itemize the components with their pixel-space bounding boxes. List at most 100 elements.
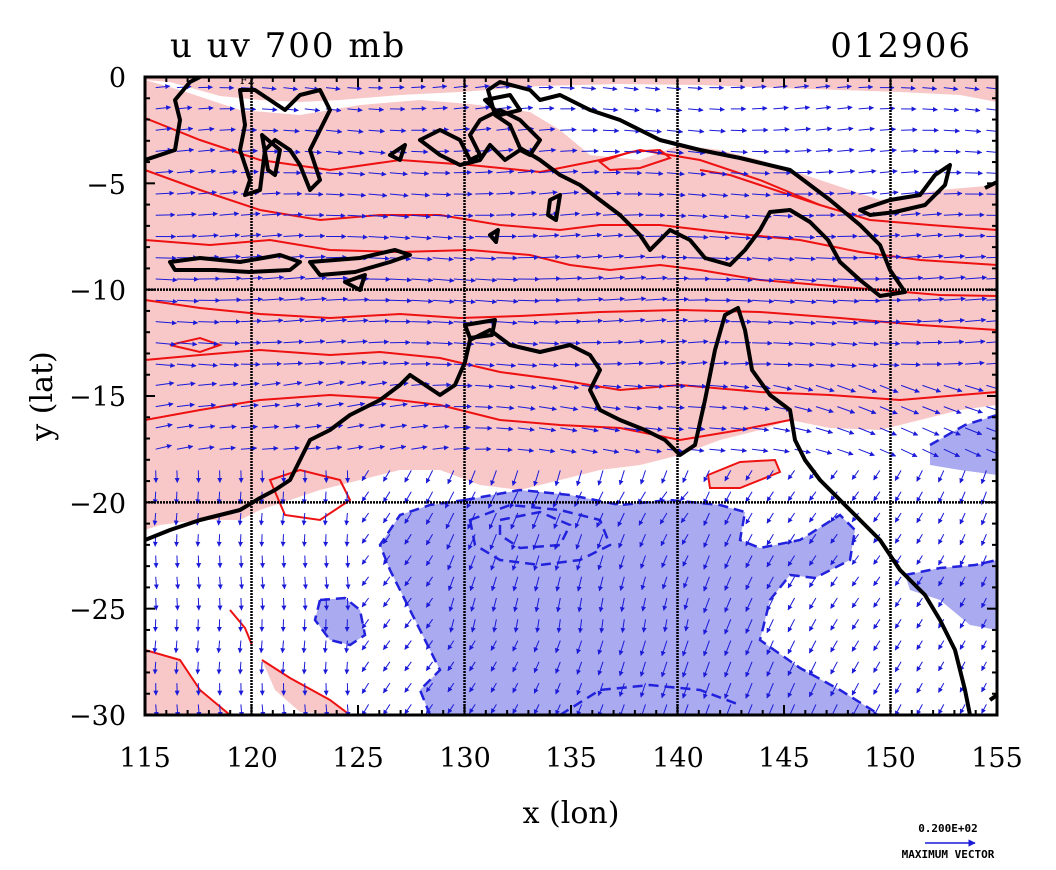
wind-vector — [305, 236, 325, 237]
wind-vector — [220, 300, 242, 301]
x-tick-label: 115 — [119, 743, 171, 774]
x-tick-label: 120 — [226, 743, 278, 774]
wind-vector — [305, 556, 306, 568]
y-tick-label: 0 — [109, 63, 126, 94]
y-tick-label: −15 — [69, 382, 126, 413]
wind-vector — [475, 194, 493, 195]
wind-vector — [241, 556, 242, 568]
wind-vector — [411, 151, 428, 152]
wind-vector — [283, 534, 284, 546]
y-tick-label: −20 — [69, 489, 126, 520]
wind-vector — [880, 108, 895, 109]
wind-vector — [219, 534, 220, 546]
wind-vector — [709, 321, 730, 322]
x-tick-label: 140 — [652, 743, 704, 774]
wind-vector — [198, 322, 219, 323]
wind-vector — [262, 130, 278, 131]
wind-vector — [922, 342, 942, 343]
x-tick-label: 155 — [971, 743, 1023, 774]
x-tick-label: 135 — [545, 743, 597, 774]
wind-vector — [560, 130, 576, 131]
wind-vector — [944, 151, 961, 152]
wind-vector — [752, 343, 772, 344]
wind-vector — [709, 279, 731, 280]
x-tick-label: 145 — [758, 743, 810, 774]
wind-vector — [624, 215, 643, 216]
wind-vector — [390, 130, 406, 131]
wind-vector — [262, 556, 263, 568]
wind-vector — [326, 215, 345, 216]
wind-vector — [369, 321, 390, 322]
x-tick-labels: 115 120 125 130 135 140 145 150 155 — [119, 743, 1023, 774]
y-tick-label: −10 — [69, 276, 126, 307]
wind-vector — [156, 556, 157, 568]
wind-vector — [859, 300, 881, 301]
vector-legend-label: MAXIMUM VECTOR — [902, 848, 995, 861]
plot-title-left: u uv 700 mb — [170, 26, 406, 66]
wind-vector — [220, 598, 221, 610]
wind-vector — [944, 363, 963, 364]
wind-vector — [284, 598, 285, 610]
wind-vector — [560, 300, 582, 301]
wind-vector — [454, 427, 471, 428]
wind-vector — [646, 194, 664, 195]
wind-vector — [901, 130, 917, 131]
wind-vector — [901, 88, 915, 89]
x-axis-title: x (lon) — [523, 796, 620, 831]
wind-vector — [539, 322, 560, 323]
y-axis-title: y (lat) — [25, 351, 60, 441]
wind-vector — [177, 556, 178, 568]
vector-legend: 0.200E+02 MAXIMUM VECTOR — [902, 822, 995, 861]
wind-vector — [325, 662, 326, 674]
wind-vector — [901, 364, 920, 365]
wind-vector — [496, 215, 515, 216]
wind-vector — [241, 151, 258, 152]
wind-vector — [156, 258, 177, 259]
wind-vector — [240, 492, 241, 504]
wind-vector — [859, 87, 873, 88]
wind-vector — [177, 598, 178, 610]
y-tick-label: −30 — [69, 701, 126, 732]
wind-vector — [326, 534, 327, 546]
wind-vector — [156, 598, 157, 610]
wind-vector — [326, 598, 327, 610]
wind-vector — [603, 364, 622, 365]
wind-vector — [240, 534, 241, 546]
wind-vector — [603, 130, 619, 131]
wind-vector — [176, 662, 177, 674]
wind-vector — [560, 88, 574, 89]
wind-vector — [347, 556, 348, 568]
wind-vector — [262, 534, 263, 546]
wind-vector — [731, 130, 747, 131]
wind-vector — [539, 279, 561, 280]
wind-vector — [411, 108, 426, 109]
wind-vector — [773, 194, 791, 195]
wind-vector — [837, 279, 859, 280]
x-tick-label: 130 — [439, 743, 491, 774]
wind-vector — [347, 237, 367, 238]
x-tick-label: 150 — [864, 743, 916, 774]
wind-vector — [944, 193, 962, 194]
wind-vector — [390, 300, 412, 301]
wind-vector — [220, 556, 221, 568]
wind-vector — [326, 556, 327, 568]
wind-vector — [177, 236, 197, 237]
wind-vector — [219, 492, 220, 504]
wind-vector — [518, 300, 540, 301]
wind-vector — [305, 598, 306, 610]
wind-vector — [176, 534, 177, 546]
wind-vector — [433, 385, 451, 386]
wind-vector — [261, 662, 262, 674]
wind-vector — [304, 534, 305, 546]
corner-mark: F2 — [240, 74, 255, 87]
y-tick-label: −5 — [86, 170, 126, 201]
wind-vector — [688, 300, 710, 301]
wind-vector — [198, 598, 199, 610]
wind-vector — [347, 534, 348, 546]
wind-vector — [198, 556, 199, 568]
wind-vector — [752, 108, 767, 109]
plot-title-right: 012906 — [830, 26, 972, 66]
wind-vector — [347, 598, 348, 610]
